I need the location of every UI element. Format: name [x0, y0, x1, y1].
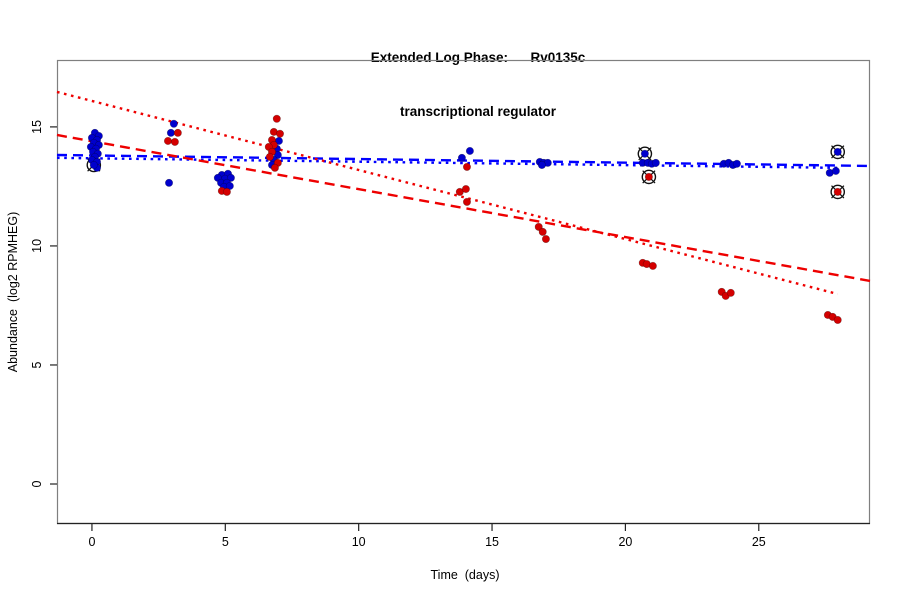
plot-title-line1: Extended Log Phase: Rv0135c — [370, 50, 586, 65]
red-data-point — [541, 235, 550, 244]
red-data-point — [462, 197, 471, 206]
red-dotted-trend-line — [56, 90, 839, 296]
blue-data-point — [166, 128, 175, 137]
red-data-point — [534, 222, 543, 231]
red-data-point — [833, 315, 842, 324]
y-tick-label: 15 — [30, 120, 44, 134]
red-data-point — [270, 163, 279, 172]
blue-data-point — [831, 166, 840, 175]
red-data-point — [538, 227, 547, 236]
red-data-point — [462, 162, 471, 171]
blue-data-point — [273, 150, 282, 159]
x-tick-label: 10 — [352, 535, 366, 549]
red-data-point — [272, 114, 281, 123]
blue-data-point — [640, 149, 649, 158]
blue-data-point — [226, 173, 235, 182]
red-outlier-ring-icon — [641, 169, 657, 185]
red-data-point — [648, 261, 657, 270]
red-data-point — [726, 288, 735, 297]
blue-data-point — [537, 160, 546, 169]
blue-data-point — [89, 160, 98, 169]
y-tick-label: 0 — [30, 480, 44, 487]
plot-title: Extended Log Phase: Rv0135c transcriptio… — [371, 13, 586, 157]
blue-data-point — [732, 159, 741, 168]
x-tick-label: 20 — [618, 535, 632, 549]
red-data-point — [461, 185, 470, 194]
x-tick-label: 5 — [222, 535, 229, 549]
y-tick-label: 5 — [30, 361, 44, 368]
blue-outlier-ring-icon — [830, 144, 846, 160]
red-data-point — [833, 187, 842, 196]
x-tick-label: 25 — [752, 535, 766, 549]
red-data-point — [163, 136, 172, 145]
blue-data-point — [465, 146, 474, 155]
red-data-point — [265, 152, 274, 161]
blue-data-point — [833, 147, 842, 156]
blue-data-point — [457, 153, 466, 162]
blue-data-point — [165, 178, 174, 187]
red-data-point — [644, 172, 653, 181]
x-tick-label: 0 — [88, 535, 95, 549]
red-data-point — [275, 129, 284, 138]
y-tick-label: 10 — [30, 239, 44, 253]
red-dashed-trend-line — [56, 133, 871, 283]
x-tick-label: 15 — [485, 535, 499, 549]
red-data-point — [170, 137, 179, 146]
x-axis-label: Time (days) — [430, 568, 500, 582]
red-outlier-ring-icon — [830, 184, 846, 200]
blue-data-point — [651, 158, 660, 167]
red-data-point — [455, 187, 464, 196]
blue-data-point — [169, 119, 178, 128]
red-data-point — [173, 128, 182, 137]
plot-title-line2: transcriptional regulator — [399, 104, 557, 119]
red-data-point — [222, 187, 231, 196]
